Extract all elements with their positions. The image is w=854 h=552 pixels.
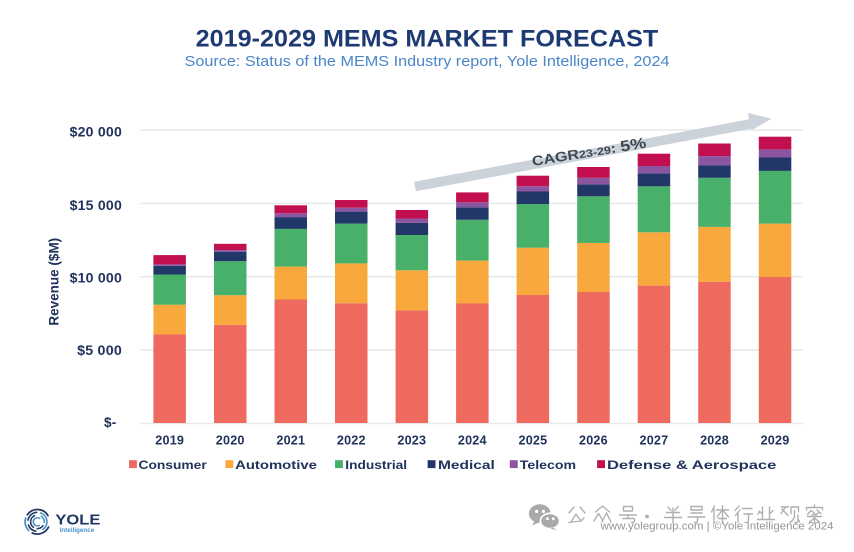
svg-text:2019: 2019 [155, 434, 184, 448]
svg-text:Revenue ($M): Revenue ($M) [47, 238, 62, 326]
svg-text:$5 000: $5 000 [77, 343, 122, 358]
svg-text:YOLE: YOLE [55, 511, 100, 528]
svg-text:2019-2029 MEMS MARKET FORECAST: 2019-2029 MEMS MARKET FORECAST [196, 25, 659, 52]
svg-text:Automotive: Automotive [235, 458, 317, 472]
svg-text:$20 000: $20 000 [70, 125, 122, 140]
svg-text:Consumer: Consumer [139, 458, 207, 472]
svg-text:2022: 2022 [337, 434, 366, 448]
svg-text:$15 000: $15 000 [70, 198, 122, 213]
svg-text:Source: Status of the MEMS Ind: Source: Status of the MEMS Industry repo… [185, 54, 670, 70]
svg-text:Medical: Medical [438, 458, 495, 472]
svg-text:2028: 2028 [700, 434, 729, 448]
svg-text:2020: 2020 [216, 434, 245, 448]
svg-text:2023: 2023 [397, 434, 426, 448]
svg-text:Defense & Aerospace: Defense & Aerospace [607, 458, 776, 472]
svg-text:2025: 2025 [518, 434, 547, 448]
svg-text:Telecom: Telecom [520, 458, 576, 472]
svg-text:Industrial: Industrial [345, 458, 407, 472]
svg-text:2021: 2021 [276, 434, 305, 448]
svg-text:Intelligence: Intelligence [60, 527, 95, 534]
svg-text:$-: $- [104, 415, 117, 430]
svg-text:2029: 2029 [761, 434, 790, 448]
svg-text:www.yolegroup.com | ©Yole Inte: www.yolegroup.com | ©Yole Intelligence 2… [599, 521, 833, 533]
svg-text:$10 000: $10 000 [70, 271, 122, 286]
svg-text:2024: 2024 [458, 434, 487, 448]
svg-text:2027: 2027 [639, 434, 668, 448]
svg-text:2026: 2026 [579, 434, 608, 448]
